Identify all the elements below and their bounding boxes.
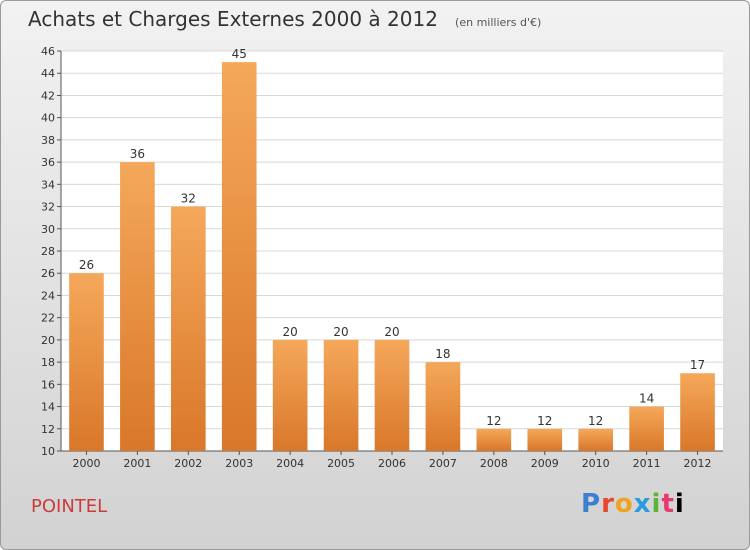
x-tick-label-2011: 2011 <box>633 457 661 470</box>
data-label-2007: 18 <box>435 347 450 361</box>
y-tick-label: 22 <box>41 312 55 325</box>
chart-title-text: Achats et Charges Externes 2000 à 2012 <box>28 7 438 31</box>
y-tick-label: 20 <box>41 334 55 347</box>
data-label-2001: 36 <box>130 147 145 161</box>
bar-2002 <box>170 206 206 451</box>
y-tick-label: 14 <box>41 401 55 414</box>
x-tick-label-2010: 2010 <box>582 457 610 470</box>
y-tick-label: 46 <box>41 45 55 58</box>
bar-2000 <box>69 273 104 451</box>
y-tick-label: 38 <box>41 134 55 147</box>
bar-2003 <box>221 62 257 451</box>
y-tick-label: 26 <box>41 267 55 280</box>
data-label-2003: 45 <box>232 47 247 61</box>
y-tick-label: 36 <box>41 156 55 169</box>
y-tick-label: 28 <box>41 245 55 258</box>
bar-2006 <box>374 339 410 451</box>
y-tick-label: 16 <box>41 378 55 391</box>
x-tick-label-2005: 2005 <box>327 457 355 470</box>
data-label-2012: 17 <box>690 358 705 372</box>
data-label-2006: 20 <box>384 325 399 339</box>
data-label-2008: 12 <box>486 414 501 428</box>
bar-2004 <box>272 339 308 451</box>
x-tick-label-2004: 2004 <box>276 457 304 470</box>
x-tick-label-2001: 2001 <box>123 457 151 470</box>
y-tick-label: 10 <box>41 445 55 458</box>
y-tick-label: 30 <box>41 223 55 236</box>
x-tick-label-2002: 2002 <box>174 457 202 470</box>
chart-unit-label: (en milliers d'€) <box>455 16 542 29</box>
y-tick-label: 44 <box>41 67 55 80</box>
y-tick-label: 12 <box>41 423 55 436</box>
y-tick-label: 34 <box>41 178 55 191</box>
x-tick-label-2009: 2009 <box>531 457 559 470</box>
data-label-2004: 20 <box>283 325 298 339</box>
data-label-2005: 20 <box>333 325 348 339</box>
bar-2005 <box>323 339 359 451</box>
place-name: POINTEL <box>31 496 108 517</box>
bar-2012 <box>680 373 715 451</box>
x-tick-label-2008: 2008 <box>480 457 508 470</box>
bar-2008 <box>476 428 512 451</box>
y-tick-label: 40 <box>41 112 55 125</box>
bar-2009 <box>527 428 563 451</box>
data-label-2009: 12 <box>537 414 552 428</box>
x-tick-label-2000: 2000 <box>72 457 100 470</box>
data-label-2011: 14 <box>639 392 654 406</box>
y-tick-label: 32 <box>41 201 55 214</box>
x-tick-label-2006: 2006 <box>378 457 406 470</box>
y-tick-label: 18 <box>41 356 55 369</box>
chart-title: Achats et Charges Externes 2000 à 2012 (… <box>28 7 541 31</box>
bar-2001 <box>120 162 155 451</box>
x-tick-label-2007: 2007 <box>429 457 457 470</box>
bar-2007 <box>425 362 461 451</box>
x-tick-label-2003: 2003 <box>225 457 253 470</box>
x-tick-label-2012: 2012 <box>684 457 712 470</box>
bar-2011 <box>629 406 664 451</box>
data-label-2002: 32 <box>181 192 196 206</box>
proxiti-logo: Proxiti <box>581 489 685 519</box>
bar-2010 <box>578 428 614 451</box>
data-label-2010: 12 <box>588 414 603 428</box>
data-label-2000: 26 <box>79 258 94 272</box>
y-tick-label: 24 <box>41 289 55 302</box>
y-tick-label: 42 <box>41 89 55 102</box>
